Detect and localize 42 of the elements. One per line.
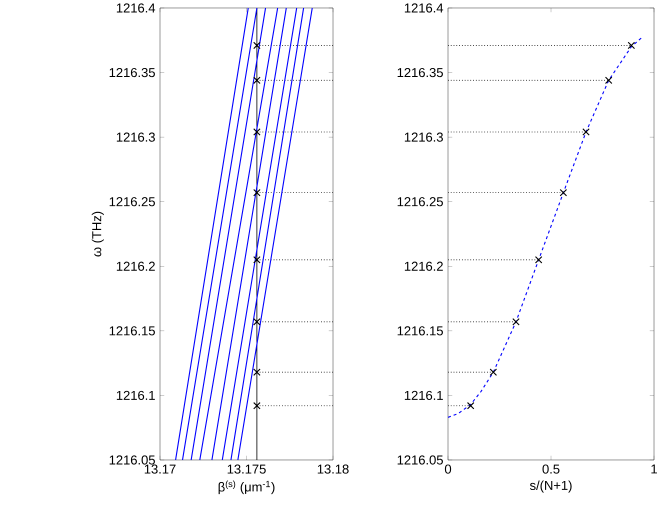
y-tick-label: 1216.2 <box>116 262 155 271</box>
y-tick-label: 1216.1 <box>116 390 155 400</box>
point <box>253 318 261 326</box>
x-axis-title: s/(N+1) <box>530 480 572 493</box>
x-tick-label: 13.17 <box>144 464 176 474</box>
point <box>253 368 261 376</box>
y-axis-title: ω (THz) <box>92 212 104 256</box>
y-tick-label: 1216.4 <box>404 3 444 13</box>
x-tick-label: 13.175 <box>228 464 266 474</box>
x-tick-label: 13.18 <box>318 464 349 474</box>
line-series <box>447 37 642 418</box>
y-tick-label: 1216.15 <box>398 326 443 336</box>
x-tick-label: 1 <box>651 464 657 474</box>
y-tick-label: 1216.25 <box>398 197 443 206</box>
y-tick-label: 1216.1 <box>404 390 443 400</box>
point <box>560 188 568 196</box>
point <box>490 368 498 376</box>
y-tick-label: 1216.2 <box>404 262 443 271</box>
x-tick-label: 0 <box>444 464 452 474</box>
point <box>253 402 261 410</box>
point <box>534 256 542 264</box>
point <box>253 76 261 84</box>
y-tick-label: 1216.25 <box>110 197 155 206</box>
y-tick-label: 1216.3 <box>116 132 155 142</box>
y-tick-label: 1216.05 <box>110 455 155 465</box>
point <box>253 42 261 50</box>
y-tick-label: 1216.15 <box>110 326 155 336</box>
y-tick-label: 1216.35 <box>110 68 155 78</box>
y-tick-label: 1216.4 <box>116 3 156 13</box>
point <box>466 402 474 410</box>
point <box>604 76 612 84</box>
point <box>253 128 261 136</box>
x-axis-title: β$^{(s)}$ (μm$^{-1}$) <box>218 480 274 494</box>
point <box>582 128 590 136</box>
y-tick-label: 1216.35 <box>398 68 443 78</box>
x-tick-label: 0.5 <box>542 464 560 474</box>
point <box>253 256 261 264</box>
point <box>253 188 261 196</box>
y-tick-label: 1216.3 <box>404 132 443 142</box>
y-tick-label: 1216.05 <box>398 455 443 465</box>
point <box>628 42 636 50</box>
point <box>512 318 520 326</box>
